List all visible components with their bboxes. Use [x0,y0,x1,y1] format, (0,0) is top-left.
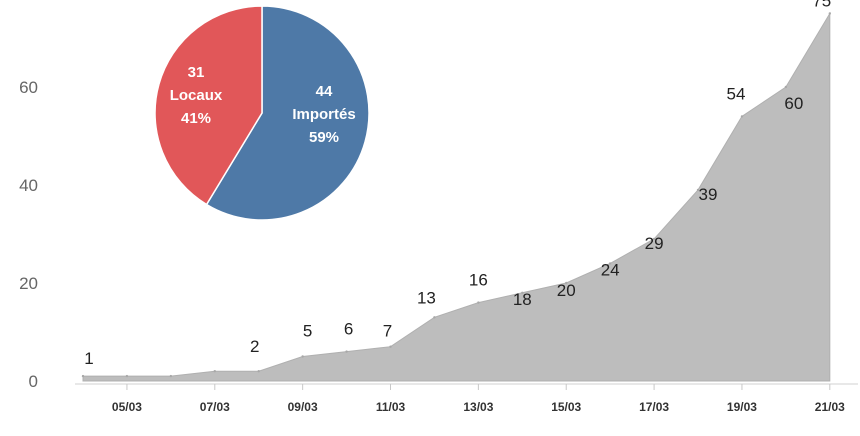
area-point [565,281,568,285]
area-point [740,115,744,118]
area-point [389,345,392,348]
data-label: 5 [303,322,312,341]
area-point [608,262,612,265]
x-tick-label: 05/03 [112,400,142,414]
area-point [477,301,480,304]
data-labels: 1 2 5 6 7 13 16 18 20 24 29 39 54 60 75 [84,0,831,368]
pie-chart: 44 Importés 59% 31 Locaux 41% [154,5,370,221]
data-label: 2 [250,337,259,356]
data-label: 39 [699,185,718,204]
data-label: 13 [417,288,436,307]
axes: 0 20 40 60 05/03 07/03 09/03 11/03 13/03 15/03 17/… [19,78,858,414]
area-point [521,291,524,294]
data-label: 6 [344,320,353,339]
x-tick-label: 19/03 [727,400,757,414]
pie-label: 31 [188,64,205,81]
pie-label: 44 [316,83,333,100]
x-tick-label: 15/03 [551,400,581,414]
area-point [125,374,129,378]
area-point [784,85,788,89]
y-tick-label: 60 [19,78,38,97]
data-label: 16 [469,271,488,290]
area-point [257,370,260,373]
area-point [213,370,216,373]
pie-slice-locaux [154,5,263,206]
x-tick-label: 11/03 [376,400,406,414]
area-point [169,374,173,378]
x-tick-label: 17/03 [639,400,669,414]
area-point [433,316,436,319]
area-series [81,11,832,382]
data-label: 29 [645,234,664,253]
area-point [696,188,700,192]
y-tick-label: 20 [19,274,38,293]
data-label: 24 [601,260,620,279]
area-point [345,350,348,353]
x-tick-label: 21/03 [815,400,845,414]
area-point [301,355,304,358]
y-tick-label: 0 [29,372,38,391]
pie-label: Locaux [170,87,223,104]
pie-label: 41% [181,110,211,127]
data-label: 20 [557,281,576,300]
pie-label: Importés [292,106,355,123]
area-point [81,374,85,378]
x-tick-label: 09/03 [288,400,318,414]
data-label: 60 [784,94,803,113]
pie-slice-importes [205,5,370,221]
x-tick-label: 07/03 [200,400,230,414]
pie-label: 59% [309,129,339,146]
area-point [652,237,656,241]
area-point [828,12,832,15]
y-tick-label: 40 [19,176,38,195]
data-label: 18 [513,290,532,309]
data-label: 1 [84,349,93,368]
x-tick-label: 13/03 [463,400,493,414]
data-label: 75 [812,0,831,11]
data-label: 54 [726,84,745,103]
data-label: 7 [383,322,392,341]
